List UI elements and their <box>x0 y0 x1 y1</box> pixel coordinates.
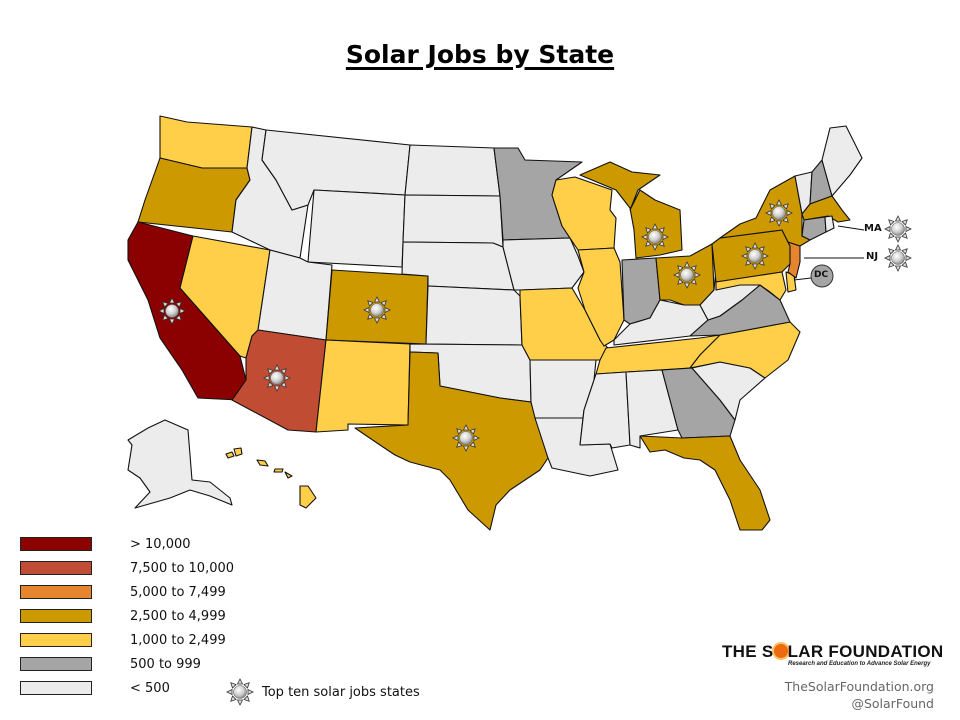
sun-icon-pa <box>741 242 769 270</box>
legend-label: > 10,000 <box>130 536 191 552</box>
state-ct[interactable] <box>801 216 827 241</box>
nj-label: NJ <box>866 251 879 262</box>
state-ut[interactable] <box>257 249 333 341</box>
sun-icon-nj <box>884 244 912 272</box>
legend-label: 7,500 to 10,000 <box>130 560 235 576</box>
sun-icon-tx <box>452 424 480 452</box>
state-ak[interactable] <box>127 419 233 509</box>
title-text: Solar Jobs by State <box>345 40 615 69</box>
twitter-handle[interactable]: @SolarFound <box>851 696 934 711</box>
sun-icon-ny <box>765 199 793 227</box>
legend-item: 2,500 to 4,999 <box>20 608 226 624</box>
legend-label: 1,000 to 2,499 <box>130 632 226 648</box>
sun-icon <box>226 678 254 706</box>
legend-item: > 10,000 <box>20 536 191 552</box>
state-wa[interactable] <box>159 115 253 169</box>
logo-wordmark: THE S LAR FOUNDATION <box>722 642 944 661</box>
legend-swatch <box>20 633 92 647</box>
state-md[interactable] <box>715 271 787 301</box>
legend-swatch <box>20 585 92 599</box>
state-sd[interactable] <box>402 194 504 248</box>
state-tx[interactable] <box>354 351 549 531</box>
website-link[interactable]: TheSolarFoundation.org <box>784 679 934 694</box>
state-ky[interactable] <box>613 299 709 346</box>
state-hi[interactable] <box>225 447 317 509</box>
legend-top-ten: Top ten solar jobs states <box>226 678 420 706</box>
logo-tagline: Research and Education to Advance Solar … <box>788 661 931 667</box>
legend-label: 2,500 to 4,999 <box>130 608 226 624</box>
legend-item: < 500 <box>20 680 170 696</box>
sun-icon-oh <box>673 261 701 289</box>
sun-logo-icon <box>773 644 788 658</box>
state-ri[interactable] <box>824 215 835 233</box>
dc-callout-line <box>793 277 812 281</box>
state-fl[interactable] <box>639 435 771 531</box>
legend-label: 5,000 to 7,499 <box>130 584 226 600</box>
sun-icon-az <box>263 364 291 392</box>
sun-icon-ma <box>884 215 912 243</box>
legend-item: 7,500 to 10,000 <box>20 560 234 576</box>
top-ten-label: Top ten solar jobs states <box>262 684 420 700</box>
legend-swatch <box>20 537 92 551</box>
sun-icon-co <box>363 296 391 324</box>
dc-marker[interactable] <box>810 264 834 288</box>
legend-swatch <box>20 561 92 575</box>
ma-label: MA <box>864 223 882 234</box>
state-nc[interactable] <box>689 321 801 379</box>
footer-links: TheSolarFoundation.org @SolarFound <box>785 678 934 712</box>
state-nm[interactable] <box>315 339 411 433</box>
legend-swatch <box>20 657 92 671</box>
legend-label: < 500 <box>130 680 170 696</box>
legend-item: 5,000 to 7,499 <box>20 584 226 600</box>
state-wy[interactable] <box>307 189 406 268</box>
legend-label: 500 to 999 <box>130 656 201 672</box>
state-nd[interactable] <box>404 144 501 197</box>
ma-callout-line <box>837 225 865 231</box>
dc-label: DC <box>814 270 829 280</box>
legend-swatch <box>20 609 92 623</box>
state-nj[interactable] <box>787 241 801 279</box>
state-ia[interactable] <box>502 237 585 291</box>
page-title: Solar Jobs by State <box>0 40 960 69</box>
legend-item: 500 to 999 <box>20 656 201 672</box>
state-ny[interactable] <box>719 175 811 247</box>
state-il[interactable] <box>577 247 625 347</box>
legend-item: 1,000 to 2,499 <box>20 632 226 648</box>
sun-icon-mi <box>641 223 669 251</box>
solar-foundation-logo: THE S LAR FOUNDATION Research and Educati… <box>722 642 944 667</box>
sun-icon-ca <box>158 297 186 325</box>
legend-swatch <box>20 681 92 695</box>
state-ks[interactable] <box>425 285 523 346</box>
